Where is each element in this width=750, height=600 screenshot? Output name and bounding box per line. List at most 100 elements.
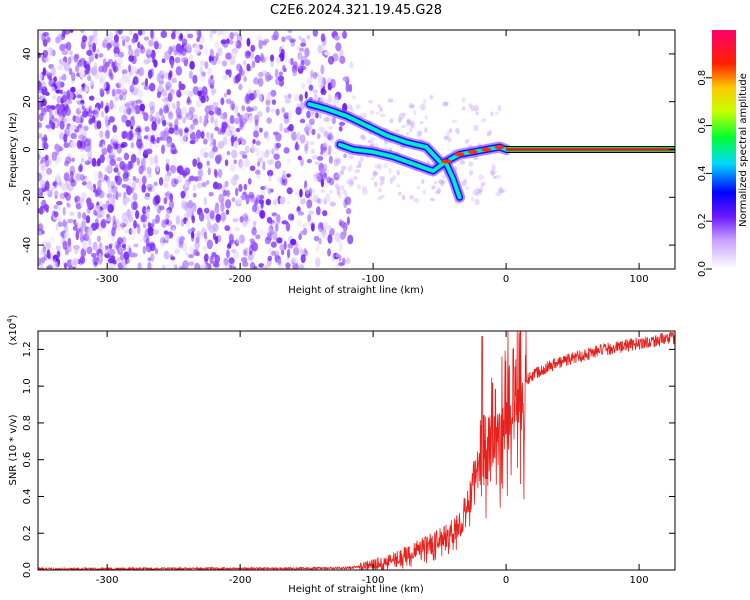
noise-blob (241, 261, 249, 267)
noise-blob (188, 261, 195, 266)
noise-blob (56, 154, 61, 162)
noise-blob (47, 47, 53, 56)
noise-blob (175, 215, 181, 225)
trace-core-lower_arc (339, 143, 448, 172)
noise-blob (199, 234, 203, 239)
noise-blob (38, 208, 41, 214)
noise-blob (246, 37, 251, 47)
halo-blob (314, 171, 320, 177)
noise-blob (221, 262, 226, 268)
noise-blob (226, 249, 230, 259)
noise-blob (328, 155, 333, 164)
noise-blob (247, 253, 254, 261)
noise-blob (226, 38, 230, 44)
noise-blob (111, 227, 116, 237)
noise-blob (328, 95, 334, 103)
noise-blob (174, 248, 180, 254)
noise-blob (143, 135, 149, 140)
noise-blob (78, 129, 86, 135)
noise-blob (178, 166, 185, 176)
noise-blob (143, 85, 150, 91)
noise-blob (296, 206, 301, 212)
noise-blob (122, 176, 129, 182)
noise-blob (65, 107, 72, 117)
noise-blob (130, 142, 135, 149)
noise-blob (244, 158, 250, 168)
noise-blob (102, 81, 107, 90)
halo-blob (379, 194, 385, 199)
snr-ytick-label: 1.2 (22, 341, 33, 357)
noise-blob (156, 136, 160, 144)
noise-blob (56, 33, 63, 43)
noise-blob (198, 212, 205, 222)
noise-blob (121, 69, 128, 75)
noise-blob (277, 256, 282, 266)
noise-blob (70, 132, 77, 140)
noise-blob (88, 35, 94, 42)
noise-blob (265, 198, 272, 206)
halo-blob (441, 175, 447, 179)
noise-blob (112, 124, 117, 133)
noise-blob (39, 160, 44, 165)
noise-blob (72, 225, 78, 231)
halo-blob (474, 105, 479, 112)
noise-blob (98, 190, 105, 199)
noise-blob (176, 100, 181, 108)
noise-blob (150, 30, 155, 40)
noise-blob (287, 243, 294, 249)
halo-blob (367, 99, 374, 104)
noise-blob (246, 63, 251, 72)
noise-blob (69, 30, 74, 33)
noise-blob (104, 117, 109, 128)
noise-blob (122, 198, 128, 208)
noise-blob (210, 137, 216, 145)
noise-blob (129, 252, 135, 258)
noise-blob (175, 175, 183, 184)
spectrogram-ytick-label: -40 (22, 237, 33, 253)
noise-blob (63, 133, 68, 143)
halo-blob (409, 127, 413, 133)
noise-blob (307, 214, 312, 223)
halo-blob (433, 180, 438, 185)
noise-blob (53, 190, 59, 197)
noise-blob (241, 154, 248, 159)
noise-blob (116, 257, 122, 262)
noise-blob (192, 192, 197, 198)
noise-blob (123, 251, 130, 260)
noise-blob (286, 248, 291, 259)
noise-blob (140, 44, 144, 50)
noise-blob (213, 246, 219, 254)
noise-blob (212, 181, 219, 190)
noise-blob (231, 248, 237, 254)
noise-blob (327, 225, 332, 231)
noise-blob (187, 199, 194, 209)
noise-blob (62, 107, 67, 118)
noise-blob (69, 165, 76, 176)
noise-blob (306, 110, 311, 119)
noise-blob (327, 55, 335, 65)
noise-blob (77, 211, 82, 219)
noise-blob (144, 126, 150, 133)
noise-blob (118, 105, 123, 113)
noise-blob (119, 223, 127, 228)
noise-blob (43, 253, 48, 262)
noise-blob (338, 121, 346, 126)
noise-blob (234, 239, 240, 247)
noise-blob (211, 251, 217, 257)
noise-blob (120, 143, 125, 149)
noise-blob (315, 206, 321, 216)
noise-blob (208, 78, 216, 86)
noise-blob (83, 125, 89, 131)
noise-blob (38, 94, 44, 102)
noise-blob (269, 54, 275, 62)
snr-ylabel: SNR (10 * v/v) (8, 414, 19, 485)
trace-core-upper_arc (308, 103, 441, 163)
noise-blob (121, 259, 126, 266)
noise-blob (277, 75, 285, 81)
noise-blob (176, 114, 183, 120)
noise-blob (62, 206, 66, 216)
halo-blob (459, 160, 466, 165)
halo-blob (436, 188, 441, 194)
noise-blob (156, 91, 162, 99)
